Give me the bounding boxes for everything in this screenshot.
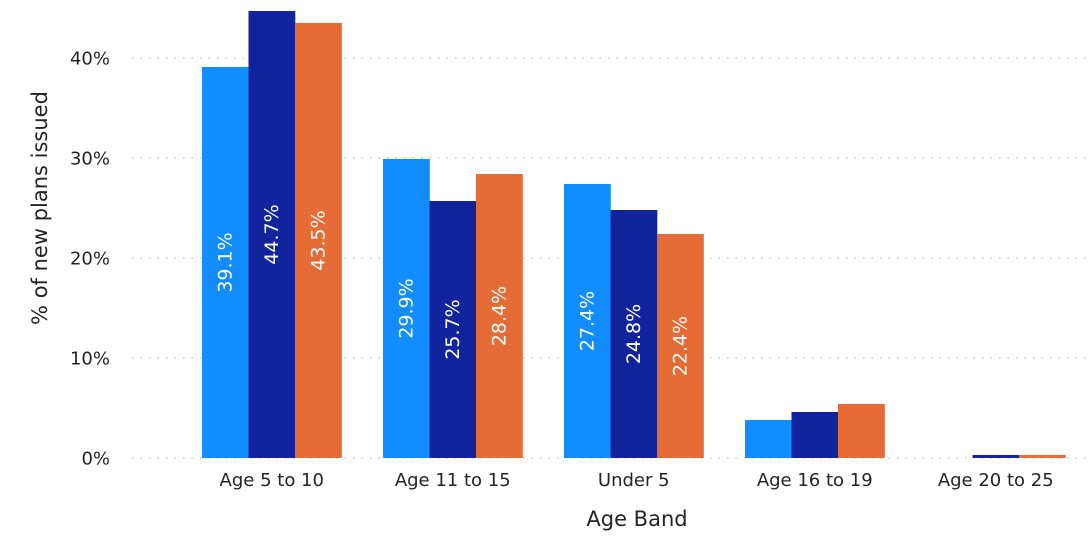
data-label: 43.5% xyxy=(307,210,329,270)
x-tick-label: Age 11 to 15 xyxy=(395,470,511,491)
bar xyxy=(838,404,885,458)
bar xyxy=(248,11,296,458)
bar xyxy=(202,67,249,458)
bar xyxy=(1019,455,1066,458)
bar xyxy=(383,159,430,458)
bars xyxy=(202,11,1066,458)
data-label: 24.8% xyxy=(623,304,645,364)
bar xyxy=(295,23,342,458)
x-tick-label: Under 5 xyxy=(598,470,670,491)
x-tick-label: Age 5 to 10 xyxy=(220,470,324,491)
x-tick-label: Age 20 to 25 xyxy=(938,470,1054,491)
x-tick-label: Age 16 to 19 xyxy=(757,470,873,491)
y-tick-label: 10% xyxy=(70,349,110,370)
data-label: 39.1% xyxy=(214,232,236,292)
x-axis-title: Age Band xyxy=(586,507,687,531)
bar xyxy=(610,210,658,458)
y-tick-label: 0% xyxy=(81,449,110,470)
data-labels: 39.1% 44.7% 43.5% 29.9% 25.7% 28.4% 27.4% 24.8%… xyxy=(214,204,691,376)
gridlines xyxy=(132,57,1091,459)
data-label: 44.7% xyxy=(261,204,283,264)
y-axis-title: % of new plans issued xyxy=(28,91,52,325)
y-tick-label: 20% xyxy=(70,249,110,270)
data-label: 27.4% xyxy=(576,291,598,351)
data-label: 29.9% xyxy=(395,278,417,338)
data-label: 25.7% xyxy=(442,299,464,359)
bar xyxy=(564,184,611,458)
data-label: 28.4% xyxy=(488,286,510,346)
bar xyxy=(429,201,477,458)
y-tick-label: 40% xyxy=(70,49,110,70)
y-tick-label: 30% xyxy=(70,149,110,170)
y-axis: 0% 10% 20% 30% 40% xyxy=(70,49,110,470)
bar xyxy=(476,174,523,458)
x-axis: Age 5 to 10 Age 11 to 15 Under 5 Age 16 to … xyxy=(220,470,1054,491)
bar xyxy=(791,412,839,458)
bar xyxy=(745,420,792,458)
bar xyxy=(972,455,1020,458)
data-label: 22.4% xyxy=(669,316,691,376)
bar xyxy=(657,234,704,458)
